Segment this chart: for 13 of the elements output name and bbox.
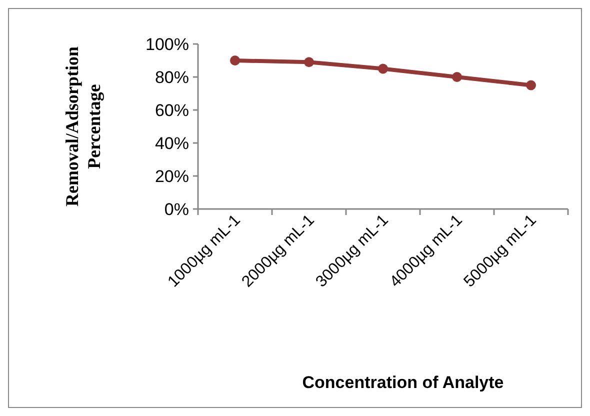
y-axis-title: Removal/Adsorption Percentage — [62, 46, 104, 207]
y-tick-label: 20% — [154, 166, 189, 186]
y-tick-label: 80% — [154, 68, 189, 87]
y-tick-label: 40% — [154, 134, 189, 153]
x-axis-title: Concentration of Analyte — [302, 373, 504, 392]
y-tick-label: 0% — [164, 200, 189, 219]
point — [378, 64, 388, 74]
point — [304, 57, 314, 68]
point — [452, 72, 462, 82]
point — [526, 80, 536, 90]
point — [230, 56, 240, 66]
y-tick-label: 60% — [154, 100, 189, 120]
y-tick-label: 100% — [146, 34, 189, 54]
